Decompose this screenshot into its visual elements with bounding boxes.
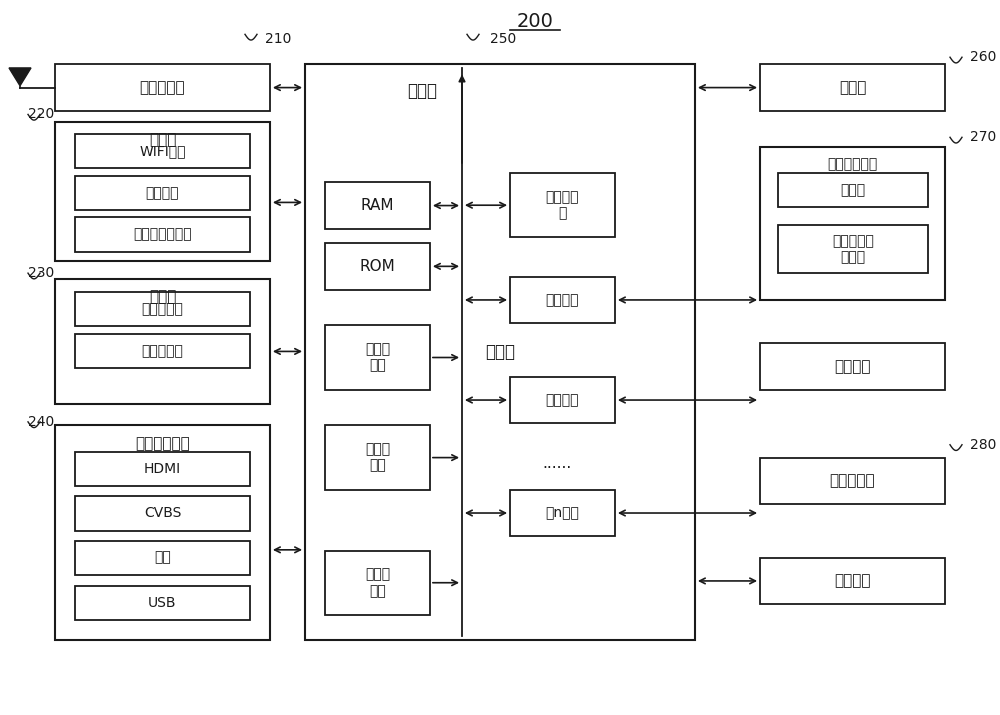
Text: 视频处
理器: 视频处 理器 [365, 342, 390, 373]
Text: 扬声器: 扬声器 [840, 183, 866, 197]
Bar [325, 551, 430, 615]
Text: 250: 250 [490, 32, 516, 46]
Text: HDMI: HDMI [144, 462, 181, 476]
Text: 中央处理
器: 中央处理 器 [546, 190, 579, 220]
Bar [55, 64, 270, 111]
Text: 220: 220 [28, 107, 54, 122]
Text: 230: 230 [28, 266, 54, 280]
Bar [75, 292, 250, 326]
Bar [760, 343, 945, 390]
Bar [75, 496, 250, 531]
Bar [55, 122, 270, 261]
Text: 用户接口: 用户接口 [834, 573, 871, 588]
Bar [760, 64, 945, 111]
Bar [778, 225, 928, 273]
Text: 有线以太网模块: 有线以太网模块 [133, 227, 192, 242]
Text: 蓝牙模块: 蓝牙模块 [146, 186, 179, 200]
Text: RAM: RAM [361, 198, 394, 213]
Bar [760, 558, 945, 604]
Text: 第n接口: 第n接口 [546, 506, 579, 520]
Text: 第二接口: 第二接口 [546, 393, 579, 407]
Text: 供电电源: 供电电源 [834, 359, 871, 374]
Text: 分量: 分量 [154, 551, 171, 565]
Polygon shape [9, 68, 31, 86]
Bar [75, 176, 250, 210]
Text: 200: 200 [517, 12, 553, 31]
Bar [75, 452, 250, 486]
Text: 外部装置接口: 外部装置接口 [135, 436, 190, 451]
Text: 控制器: 控制器 [407, 82, 437, 100]
Bar [75, 134, 250, 168]
Text: 图形处
理器: 图形处 理器 [365, 443, 390, 473]
Bar [325, 243, 430, 290]
Text: 270: 270 [970, 130, 996, 144]
Text: 260: 260 [970, 50, 996, 64]
Text: 控制器: 控制器 [485, 343, 515, 361]
Bar [760, 458, 945, 504]
Text: 280: 280 [970, 438, 996, 452]
Text: 检测器: 检测器 [149, 290, 176, 305]
Text: ......: ...... [543, 456, 572, 470]
Bar [55, 279, 270, 404]
Bar [75, 586, 250, 620]
Bar [75, 541, 250, 575]
Bar [75, 217, 250, 252]
Bar [510, 173, 615, 237]
Text: 调谐解调器: 调谐解调器 [140, 80, 185, 95]
Text: CVBS: CVBS [144, 506, 181, 521]
Bar [510, 377, 615, 423]
Bar [325, 182, 430, 229]
Text: 240: 240 [28, 415, 54, 429]
Bar [75, 334, 250, 368]
Text: 210: 210 [265, 32, 291, 46]
Text: 声音采集器: 声音采集器 [142, 302, 183, 316]
Text: ROM: ROM [360, 259, 395, 274]
Text: 音频处
理器: 音频处 理器 [365, 568, 390, 598]
Bar [305, 64, 695, 640]
Text: 音频输出接口: 音频输出接口 [827, 157, 878, 172]
Bar [325, 325, 430, 390]
Bar [778, 173, 928, 207]
Bar [510, 490, 615, 536]
Text: 外部存储器: 外部存储器 [830, 473, 875, 488]
Text: 图像采集器: 图像采集器 [142, 344, 183, 358]
Text: USB: USB [148, 596, 177, 610]
Text: 通信器: 通信器 [149, 132, 176, 147]
Text: 显示器: 显示器 [839, 80, 866, 95]
Text: 外接音响输
出端子: 外接音响输 出端子 [832, 234, 874, 264]
Bar [760, 147, 945, 300]
Bar [510, 277, 615, 323]
Text: WIFI模块: WIFI模块 [139, 144, 186, 158]
Text: 第一接口: 第一接口 [546, 293, 579, 307]
Bar [325, 425, 430, 490]
Bar [55, 425, 270, 640]
